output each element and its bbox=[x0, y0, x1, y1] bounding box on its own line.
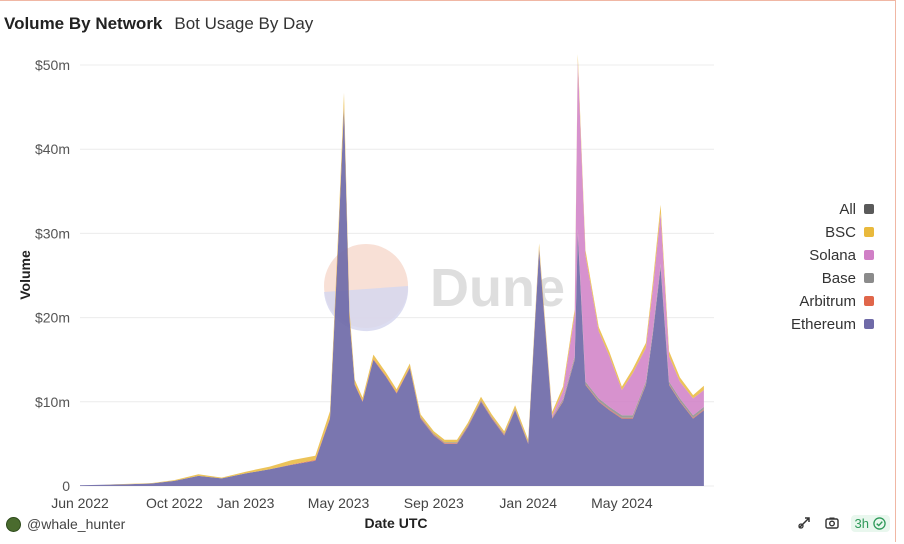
author-username[interactable]: @whale_hunter bbox=[27, 516, 126, 532]
x-tick-labels: Jun 2022 Oct 2022 Jan 2023 May 2023 Sep 2023… bbox=[51, 495, 653, 511]
chart-title: Volume By Network bbox=[4, 14, 163, 33]
legend-swatch bbox=[864, 296, 874, 306]
refresh-age: 3h bbox=[854, 515, 869, 531]
chart-legend: All BSC Solana Base Arbitrum Ethereum bbox=[791, 200, 874, 333]
legend-label: All bbox=[839, 200, 856, 218]
legend-item-arbitrum[interactable]: Arbitrum bbox=[799, 292, 874, 310]
legend-item-bsc[interactable]: BSC bbox=[825, 223, 874, 241]
y-axis-label: Volume bbox=[17, 250, 33, 300]
y-tick-label: $20m bbox=[35, 310, 70, 326]
y-tick-label: 0 bbox=[62, 478, 70, 494]
y-tick-label: $50m bbox=[35, 57, 70, 73]
legend-swatch bbox=[864, 250, 874, 260]
x-tick-label: Jan 2023 bbox=[217, 495, 275, 511]
share-icon[interactable] bbox=[795, 514, 813, 532]
y-tick-label: $30m bbox=[35, 225, 70, 241]
x-axis-label: Date UTC bbox=[364, 515, 427, 531]
x-tick-label: Jan 2024 bbox=[499, 495, 557, 511]
legend-item-base[interactable]: Base bbox=[822, 269, 874, 287]
legend-swatch bbox=[864, 227, 874, 237]
x-tick-label: Oct 2022 bbox=[146, 495, 203, 511]
stacked-areas bbox=[80, 54, 704, 486]
camera-icon[interactable] bbox=[823, 514, 841, 532]
legend-label: Ethereum bbox=[790, 315, 856, 333]
check-circle-icon bbox=[873, 516, 886, 530]
y-tick-label: $40m bbox=[35, 141, 70, 157]
x-tick-label: May 2023 bbox=[308, 495, 370, 511]
legend-label: Solana bbox=[809, 246, 856, 264]
legend-swatch bbox=[864, 204, 874, 214]
y-tick-labels: 0 $10m $20m $30m $40m $50m bbox=[35, 57, 70, 494]
legend-swatch bbox=[864, 319, 874, 329]
author-info: @whale_hunter bbox=[6, 516, 125, 532]
legend-label: Arbitrum bbox=[799, 292, 856, 310]
legend-label: Base bbox=[821, 269, 856, 287]
legend-item-ethereum[interactable]: Ethereum bbox=[791, 315, 874, 333]
legend-swatch bbox=[864, 273, 874, 283]
chart-header: Volume By Network Bot Usage By Day bbox=[4, 14, 313, 34]
chart-subtitle: Bot Usage By Day bbox=[174, 14, 314, 33]
x-tick-label: May 2024 bbox=[591, 495, 653, 511]
legend-item-solana[interactable]: Solana bbox=[809, 246, 874, 264]
area-ethereum bbox=[80, 107, 704, 486]
y-tick-label: $10m bbox=[35, 394, 70, 410]
chart-actions: 3h bbox=[795, 514, 890, 532]
legend-label: BSC bbox=[825, 223, 856, 241]
avatar bbox=[6, 516, 21, 532]
x-tick-label: Jun 2022 bbox=[51, 495, 109, 511]
refresh-status-badge[interactable]: 3h bbox=[850, 514, 890, 532]
watermark-text: Dune bbox=[430, 258, 565, 318]
legend-item-all[interactable]: All bbox=[839, 200, 874, 218]
x-tick-label: Sep 2023 bbox=[404, 495, 464, 511]
